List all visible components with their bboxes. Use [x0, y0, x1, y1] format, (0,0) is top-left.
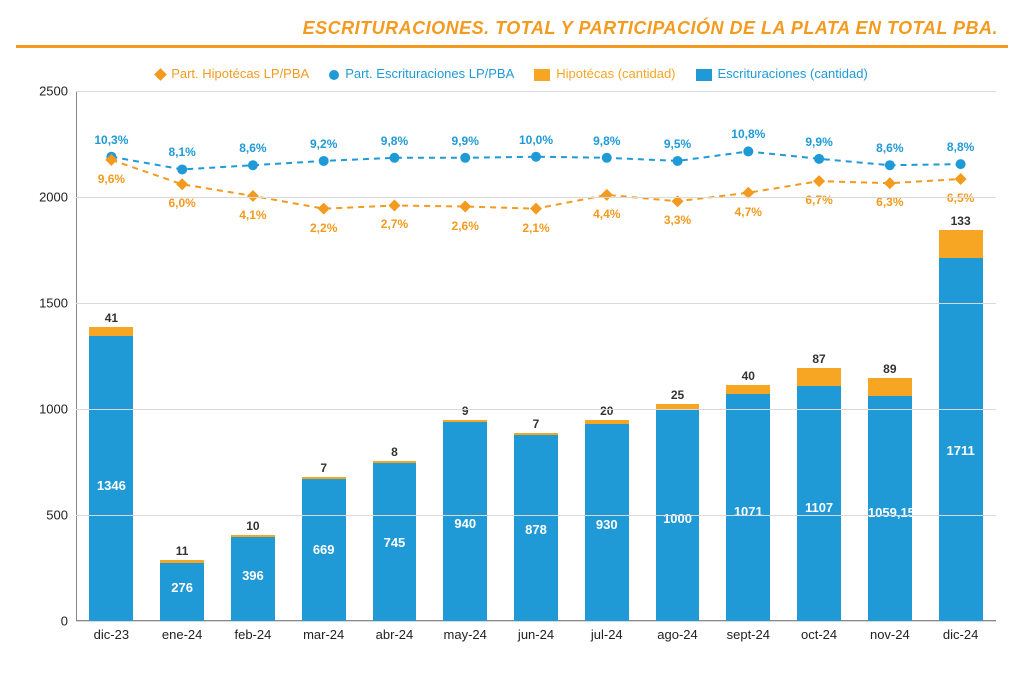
- x-tick-label: dic-24: [943, 627, 978, 642]
- pct-label-part-escrituraciones: 9,9%: [805, 135, 832, 149]
- y-tick-label: 1000: [39, 402, 76, 417]
- percent-labels-layer: 10,3% 8,1% 8,6% 9,2% 9,8% 9,9% 10,0% 9,8% 9,5% 10…: [76, 91, 996, 621]
- pct-label-part-hipotecas: 2,7%: [381, 217, 408, 231]
- x-tick-label: abr-24: [376, 627, 414, 642]
- x-tick-label: ago-24: [657, 627, 697, 642]
- x-tick-label: may-24: [444, 627, 487, 642]
- pct-label-part-escrituraciones: 10,3%: [94, 133, 128, 147]
- pct-label-part-hipotecas: 4,7%: [735, 205, 762, 219]
- gridline: [76, 303, 996, 304]
- pct-label-part-escrituraciones: 9,9%: [452, 134, 479, 148]
- gridline: [76, 515, 996, 516]
- legend-marker-square: [696, 69, 712, 81]
- pct-label-part-escrituraciones: 10,0%: [519, 133, 553, 147]
- legend-item: Escrituraciones (cantidad): [696, 66, 868, 81]
- chart-legend: Part. Hipotécas LP/PBA Part. Escrituracio…: [16, 66, 1008, 81]
- legend-label: Escrituraciones (cantidad): [718, 66, 868, 81]
- x-tick-label: mar-24: [303, 627, 344, 642]
- pct-label-part-escrituraciones: 9,2%: [310, 137, 337, 151]
- pct-label-part-hipotecas: 6,0%: [168, 196, 195, 210]
- chart-title: ESCRITURACIONES. TOTAL Y PARTICIPACIÓN D…: [16, 18, 998, 39]
- x-tick-label: dic-23: [94, 627, 129, 642]
- pct-label-part-escrituraciones: 8,6%: [876, 141, 903, 155]
- pct-label-part-hipotecas: 2,1%: [522, 221, 549, 235]
- pct-label-part-escrituraciones: 8,8%: [947, 140, 974, 154]
- x-tick-label: feb-24: [234, 627, 271, 642]
- legend-item: Hipotécas (cantidad): [534, 66, 675, 81]
- x-tick-label: sept-24: [727, 627, 770, 642]
- x-tick-label: nov-24: [870, 627, 910, 642]
- y-tick-label: 500: [46, 508, 76, 523]
- legend-marker-diamond: [154, 68, 167, 81]
- legend-marker-circle: [329, 70, 339, 80]
- x-tick-label: oct-24: [801, 627, 837, 642]
- y-tick-label: 2500: [39, 84, 76, 99]
- x-tick-label: jul-24: [591, 627, 623, 642]
- chart-container: ESCRITURACIONES. TOTAL Y PARTICIPACIÓN D…: [0, 0, 1024, 700]
- pct-label-part-escrituraciones: 9,8%: [381, 134, 408, 148]
- pct-label-part-hipotecas: 2,6%: [452, 219, 479, 233]
- pct-label-part-hipotecas: 4,1%: [239, 208, 266, 222]
- legend-marker-square: [534, 69, 550, 81]
- legend-label: Hipotécas (cantidad): [556, 66, 675, 81]
- pct-label-part-escrituraciones: 9,8%: [593, 134, 620, 148]
- x-tick-label: jun-24: [518, 627, 554, 642]
- legend-label: Part. Hipotécas LP/PBA: [171, 66, 309, 81]
- y-tick-label: 0: [61, 614, 76, 629]
- y-tick-label: 2000: [39, 190, 76, 205]
- plot-area: 1346412761139610669774589409878793020100…: [76, 91, 996, 621]
- title-wrap: ESCRITURACIONES. TOTAL Y PARTICIPACIÓN D…: [16, 18, 1008, 39]
- chart-frame: 1346412761139610669774589409878793020100…: [76, 91, 996, 645]
- pct-label-part-escrituraciones: 10,8%: [731, 127, 765, 141]
- title-rule: [16, 45, 1008, 48]
- gridline: [76, 409, 996, 410]
- pct-label-part-hipotecas: 4,4%: [593, 207, 620, 221]
- pct-label-part-escrituraciones: 9,5%: [664, 137, 691, 151]
- pct-label-part-hipotecas: 9,6%: [98, 172, 125, 186]
- gridline: [76, 197, 996, 198]
- y-tick-label: 1500: [39, 296, 76, 311]
- legend-item: Part. Hipotécas LP/PBA: [156, 66, 309, 81]
- pct-label-part-hipotecas: 3,3%: [664, 213, 691, 227]
- pct-label-part-hipotecas: 6,7%: [805, 193, 832, 207]
- pct-label-part-escrituraciones: 8,6%: [239, 141, 266, 155]
- x-tick-label: ene-24: [162, 627, 202, 642]
- legend-label: Part. Escrituraciones LP/PBA: [345, 66, 514, 81]
- x-axis-labels: dic-23 ene-24 feb-24 mar-24 abr-24 may-24 jun-…: [76, 621, 996, 645]
- pct-label-part-escrituraciones: 8,1%: [168, 145, 195, 159]
- pct-label-part-hipotecas: 2,2%: [310, 221, 337, 235]
- legend-item: Part. Escrituraciones LP/PBA: [329, 66, 514, 81]
- gridline: [76, 91, 996, 92]
